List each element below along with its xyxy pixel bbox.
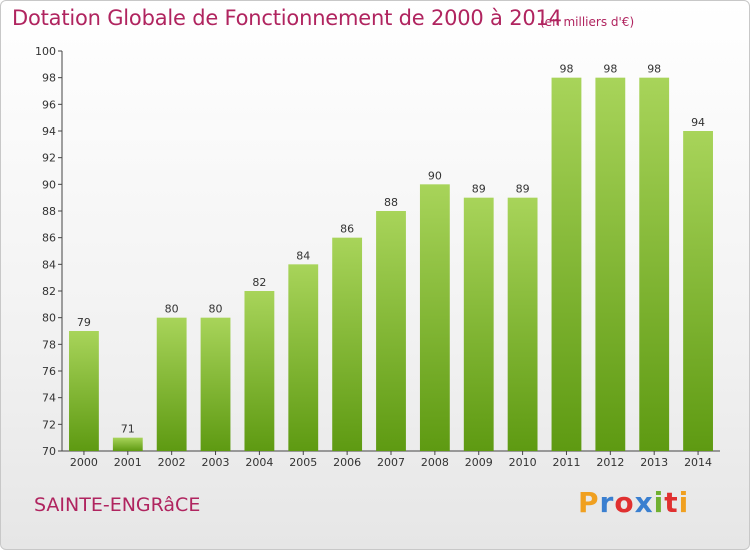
bar xyxy=(551,77,582,452)
bar xyxy=(244,291,275,451)
logo-letter: t xyxy=(664,486,679,519)
x-tick-label: 2006 xyxy=(333,456,361,469)
x-tick-label: 2001 xyxy=(114,456,142,469)
y-tick-label: 74 xyxy=(42,392,56,405)
commune-name: SAINTE-ENGRâCE xyxy=(34,494,201,516)
logo-letter: i xyxy=(653,486,665,519)
x-tick-label: 2011 xyxy=(552,456,580,469)
y-tick-label: 78 xyxy=(42,338,56,351)
y-tick-label: 76 xyxy=(42,365,56,378)
bar xyxy=(507,197,538,451)
y-tick-label: 88 xyxy=(42,205,56,218)
bar xyxy=(376,211,406,451)
data-label: 98 xyxy=(603,63,617,76)
y-tick-label: 92 xyxy=(42,152,56,165)
logo-letter: x xyxy=(634,486,654,519)
data-label: 71 xyxy=(121,423,135,436)
y-tick-label: 72 xyxy=(42,418,56,431)
y-tick-label: 80 xyxy=(42,312,56,325)
y-tick-label: 70 xyxy=(42,445,56,458)
bar xyxy=(639,77,670,452)
logo-letter: i xyxy=(678,486,690,519)
data-label: 89 xyxy=(516,183,530,196)
y-tick-label: 82 xyxy=(42,285,56,298)
y-tick-label: 96 xyxy=(42,98,56,111)
x-tick-label: 2012 xyxy=(596,456,624,469)
bars xyxy=(69,77,713,452)
y-tick-label: 86 xyxy=(42,232,56,245)
y-tick-label: 90 xyxy=(42,178,56,191)
x-axis: 2000 2001 2002 2003 2004 2005 2006 2007 2008 2009… xyxy=(62,450,720,469)
bar xyxy=(156,317,187,451)
chart-title: Dotation Globale de Fonctionnement de 20… xyxy=(12,6,562,30)
y-axis: 70 72 74 76 78 80 82 84 86 88 90 92 94 96 98 100 xyxy=(35,45,63,458)
logo-letter: r xyxy=(599,486,615,519)
y-tick-label: 94 xyxy=(42,125,56,138)
x-tick-label: 2013 xyxy=(640,456,668,469)
data-label: 80 xyxy=(165,303,179,316)
chart-subtitle: (en milliers d'€) xyxy=(540,15,635,29)
x-tick-label: 2007 xyxy=(377,456,405,469)
x-tick-label: 2002 xyxy=(158,456,186,469)
data-label: 86 xyxy=(340,223,354,236)
data-label: 84 xyxy=(296,249,310,262)
proxiti-logo[interactable]: Proxiti xyxy=(578,486,689,519)
logo-letter: o xyxy=(614,486,635,519)
data-label: 79 xyxy=(77,316,91,329)
data-label: 98 xyxy=(559,63,573,76)
x-tick-label: 2008 xyxy=(421,456,449,469)
x-tick-label: 2005 xyxy=(289,456,317,469)
data-label: 80 xyxy=(209,303,223,316)
data-label: 89 xyxy=(472,183,486,196)
bar xyxy=(200,317,231,451)
bar xyxy=(69,331,99,451)
bar xyxy=(595,77,626,452)
x-tick-label: 2004 xyxy=(245,456,273,469)
data-label: 94 xyxy=(691,116,705,129)
x-tick-label: 2010 xyxy=(509,456,537,469)
data-label: 82 xyxy=(252,276,266,289)
bar xyxy=(683,131,713,451)
x-tick-label: 2000 xyxy=(70,456,98,469)
data-label: 88 xyxy=(384,196,398,209)
bar xyxy=(419,184,450,452)
bar xyxy=(288,264,319,451)
logo-letter: P xyxy=(578,486,600,519)
bar xyxy=(112,437,143,451)
data-labels: 79 71 80 80 82 84 86 88 90 89 89 98 98 98 94 xyxy=(77,63,705,436)
y-tick-label: 100 xyxy=(35,45,56,58)
x-tick-label: 2003 xyxy=(202,456,230,469)
data-label: 98 xyxy=(647,63,661,76)
bar xyxy=(332,237,363,451)
bar xyxy=(463,197,494,451)
y-tick-label: 98 xyxy=(42,72,56,85)
x-tick-label: 2014 xyxy=(684,456,712,469)
x-tick-label: 2009 xyxy=(465,456,493,469)
data-label: 90 xyxy=(428,169,442,182)
y-tick-label: 84 xyxy=(42,258,56,271)
